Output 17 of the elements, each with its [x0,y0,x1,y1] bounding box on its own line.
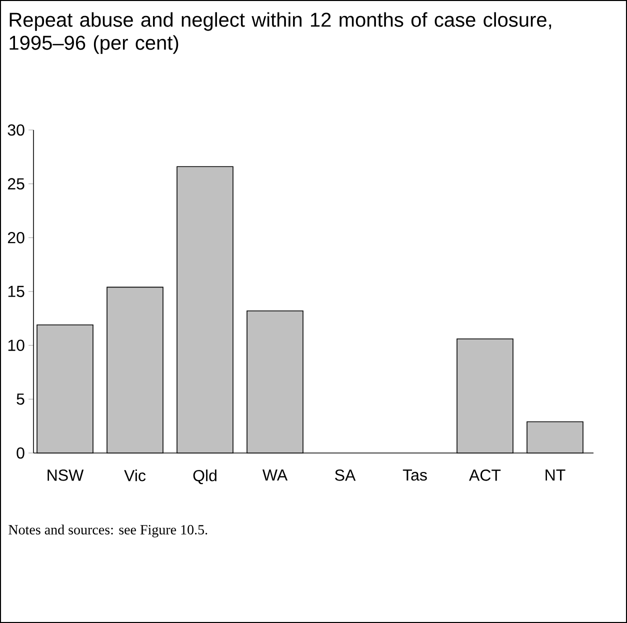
y-tick-label: 10 [8,340,24,351]
x-tick-label: ACT [469,470,501,481]
x-tick-label: SA [335,470,356,481]
y-tick-label: 15 [8,286,24,298]
y-tick-label: 0 [16,447,24,459]
y-tick-label: 20 [8,232,24,244]
x-tick-label: Qld [193,470,216,484]
text: Notes and sources: see Figure 10.5. [8,524,208,538]
y-tick-label: 25 [8,178,24,190]
y-tick-label: 30 [8,124,24,136]
chart-title: Repeat abuse and neglect within 12 months of case closure, 1995–96 (per cent) [10,12,552,54]
x-tick-label: NT [546,470,566,481]
x-tick-label: Vic [124,470,146,482]
x-tick-label: Tas [402,470,427,481]
y-tick-label: 5 [16,394,24,405]
x-tick-label: WA [262,470,288,481]
x-tick-label: NSW [48,470,84,481]
